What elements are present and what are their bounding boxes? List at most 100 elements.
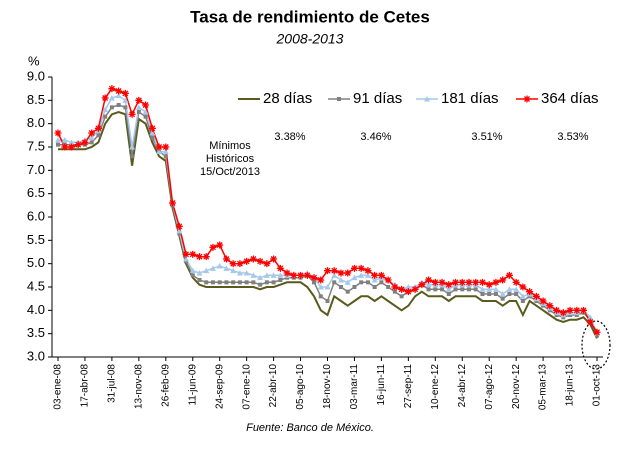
y-tick-label: 4.0: [27, 302, 45, 317]
x-tick-label: 27-sep-11: [403, 364, 414, 409]
marker: [324, 284, 331, 290]
marker: [411, 285, 419, 293]
marker: [130, 154, 135, 159]
marker: [176, 228, 183, 234]
marker: [204, 280, 209, 285]
marker: [203, 267, 210, 274]
marker: [149, 130, 156, 136]
marker: [155, 143, 163, 151]
marker: [452, 278, 460, 286]
marker: [337, 269, 345, 277]
marker: [61, 143, 69, 151]
marker: [297, 271, 305, 279]
x-tick-label: 07-ene-10: [241, 364, 252, 410]
marker: [209, 243, 217, 251]
marker: [405, 284, 412, 290]
legend-label: 364 días: [541, 90, 599, 107]
marker: [379, 280, 384, 285]
marker: [344, 269, 352, 277]
marker: [445, 281, 453, 289]
x-tick-label: 24-sep-09: [214, 364, 225, 409]
marker: [514, 292, 519, 296]
marker: [148, 124, 156, 132]
x-tick-label: 17-abr-08: [80, 364, 91, 408]
marker: [128, 110, 136, 118]
marker: [351, 274, 358, 281]
marker: [109, 105, 114, 110]
marker: [258, 282, 263, 287]
marker: [433, 287, 438, 292]
marker: [312, 280, 317, 285]
marker: [263, 272, 270, 278]
marker: [500, 296, 505, 301]
marker: [216, 263, 223, 269]
marker: [398, 285, 406, 293]
marker: [243, 270, 250, 276]
marker: [81, 138, 89, 146]
x-tick-label: 18-jun-13: [565, 364, 576, 407]
marker: [222, 255, 230, 263]
marker: [249, 255, 257, 263]
marker: [271, 280, 276, 285]
marker: [391, 283, 399, 291]
marker: [440, 287, 445, 292]
y-tick-label: 9.0: [27, 68, 45, 83]
marker: [345, 289, 350, 294]
marker: [465, 278, 473, 286]
marker: [424, 96, 430, 102]
marker: [350, 264, 358, 272]
marker: [371, 271, 379, 279]
marker: [553, 306, 561, 314]
legend-label: 181 días: [441, 90, 499, 107]
marker: [209, 265, 216, 271]
marker: [264, 280, 269, 285]
y-tick-label: 8.0: [27, 115, 45, 130]
marker: [142, 109, 149, 115]
y-tick-label: 4.5: [27, 278, 45, 293]
marker: [303, 271, 311, 279]
marker: [386, 285, 391, 289]
marker: [189, 267, 196, 274]
marker: [202, 253, 210, 261]
marker: [223, 265, 230, 271]
marker: [277, 272, 284, 278]
marker: [493, 292, 498, 296]
x-tick-label: 05-ago-10: [295, 364, 306, 410]
x-tick-label: 13-nov-08: [133, 364, 144, 409]
marker: [243, 257, 251, 265]
marker: [466, 287, 471, 292]
marker: [559, 309, 567, 317]
marker: [135, 96, 143, 104]
marker: [61, 137, 68, 143]
x-tick-label: 16-jun-11: [376, 364, 387, 406]
marker: [216, 241, 224, 249]
marker: [478, 278, 486, 286]
marker: [324, 267, 331, 275]
marker: [392, 289, 397, 294]
marker: [270, 272, 277, 278]
marker: [426, 287, 431, 292]
marker: [318, 294, 323, 299]
marker: [94, 124, 102, 132]
min-label: 3.46%: [360, 131, 391, 143]
marker: [499, 276, 507, 284]
marker: [190, 273, 195, 278]
marker: [237, 280, 242, 285]
marker: [276, 264, 284, 272]
marker: [573, 306, 581, 314]
marker: [330, 267, 338, 275]
marker: [136, 110, 141, 114]
marker: [257, 274, 264, 281]
x-tick-label: 18-nov-10: [322, 364, 333, 409]
marker: [163, 154, 168, 159]
marker: [96, 133, 101, 138]
marker: [458, 278, 466, 286]
marker: [506, 286, 513, 292]
marker: [325, 299, 330, 303]
marker: [115, 87, 123, 95]
marker: [115, 92, 122, 99]
marker: [519, 293, 526, 299]
annotation: Históricos: [206, 153, 255, 165]
marker: [358, 272, 365, 278]
marker: [480, 292, 485, 296]
